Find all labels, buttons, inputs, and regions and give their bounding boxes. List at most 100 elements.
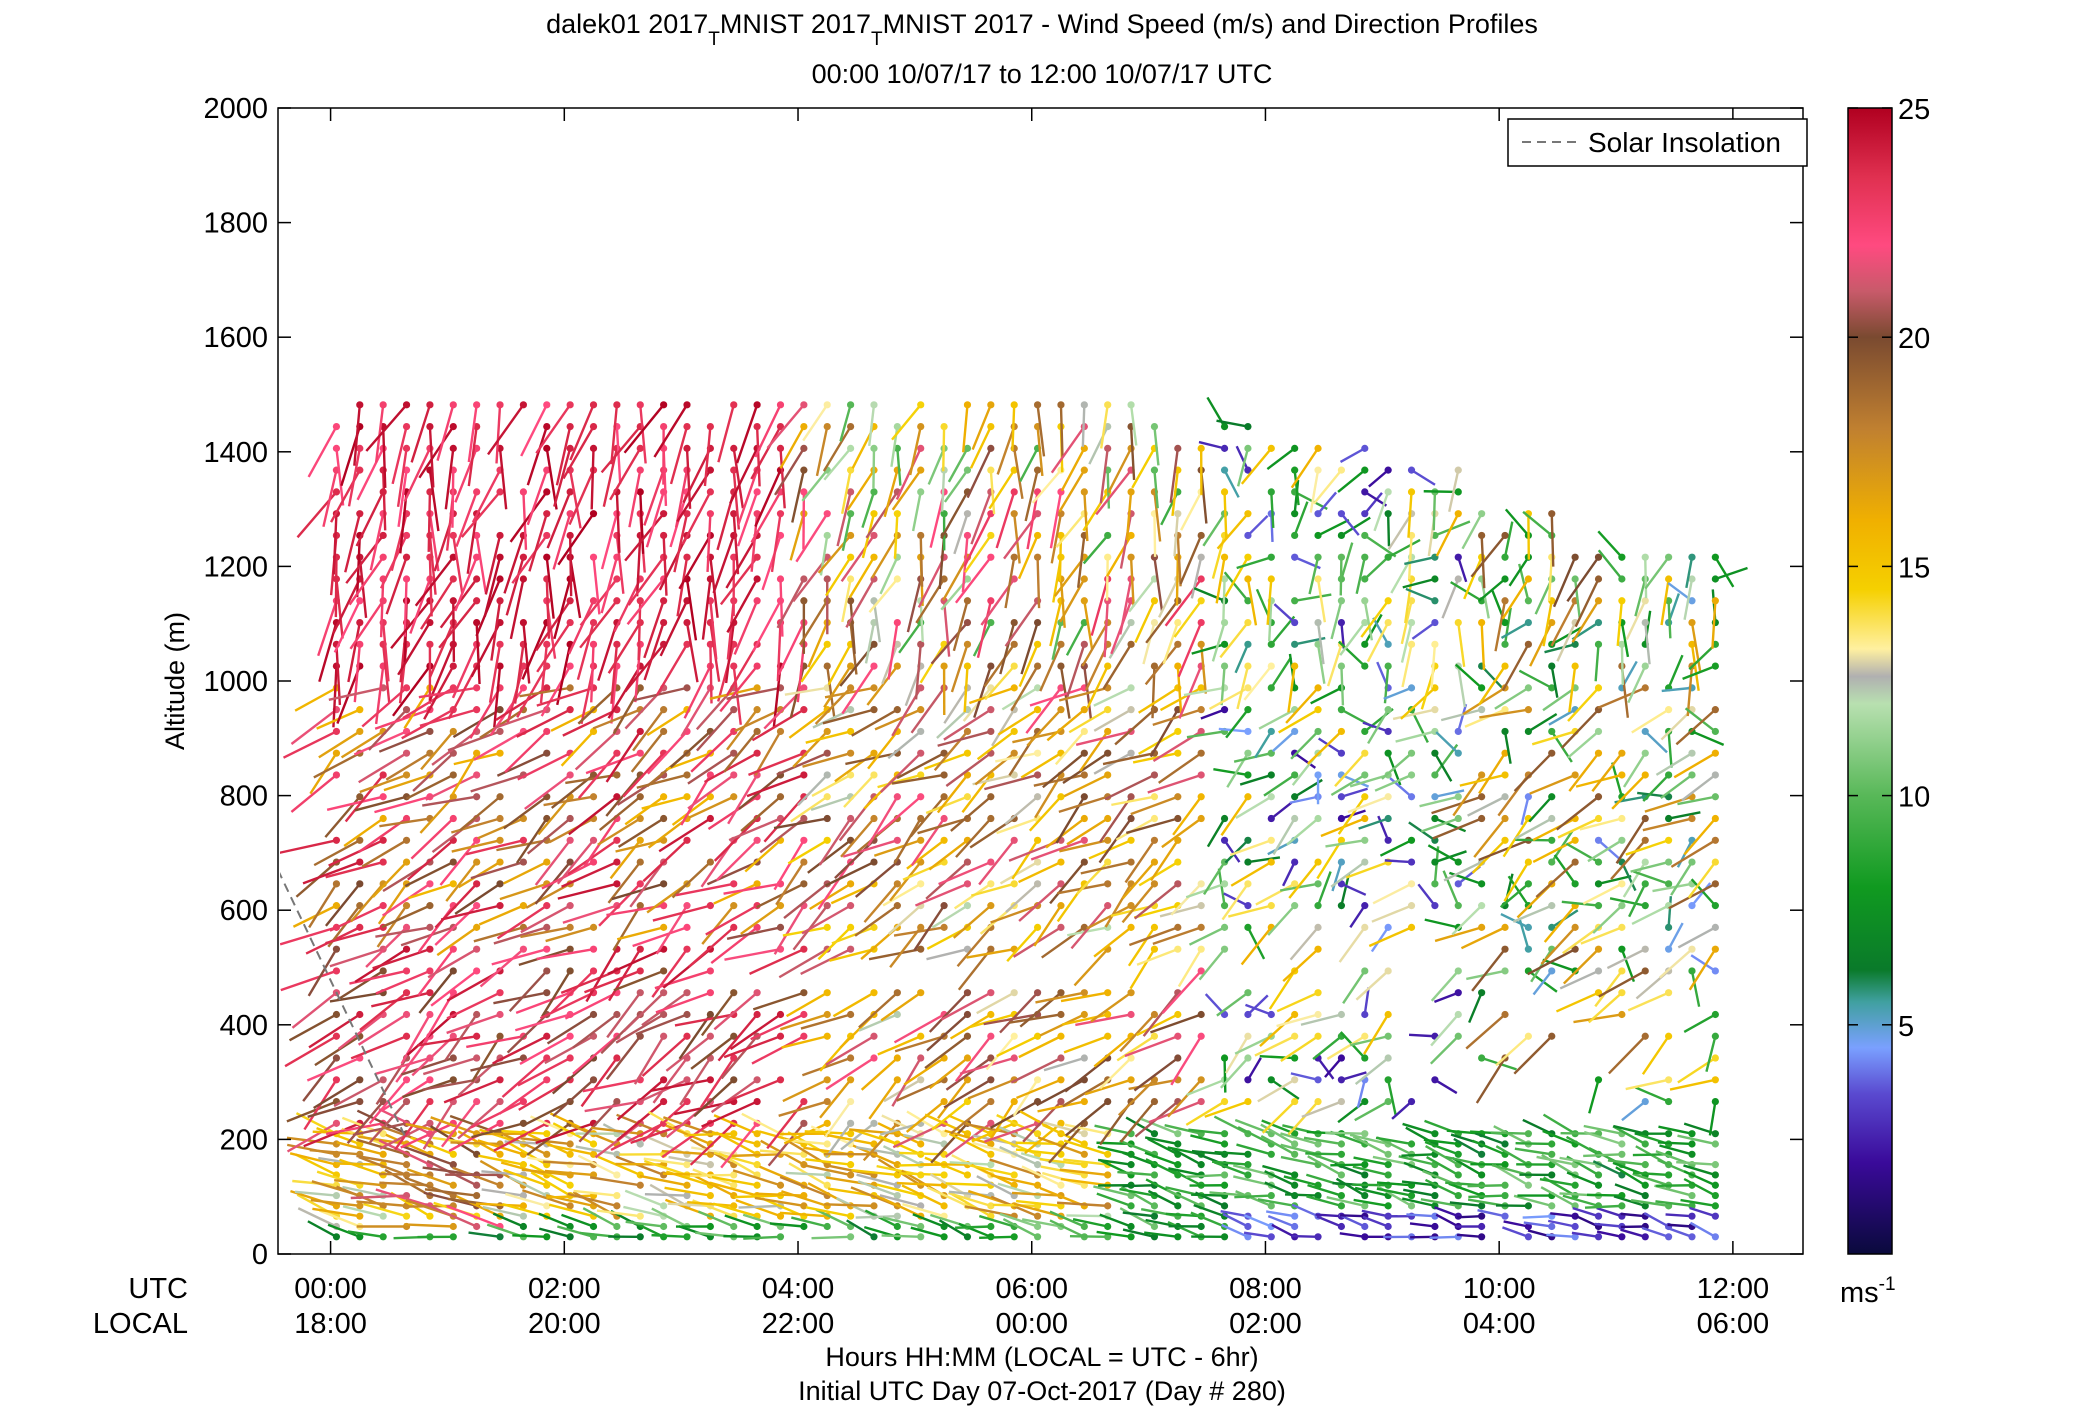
wind-barb-1321 [1086, 665, 1109, 709]
wind-barb-25 [290, 774, 338, 813]
wind-barb-1597 [1257, 1078, 1296, 1103]
wind-barb-1172 [996, 426, 1016, 475]
wind-barb-point-1543 [1244, 684, 1252, 692]
wind-barb-2153 [1683, 1170, 1716, 1187]
wind-barb-1679 [1318, 737, 1343, 755]
wind-barb-point-1596 [1291, 1097, 1299, 1106]
wind-barb-341 [473, 926, 524, 943]
wind-barb-point-400 [566, 1233, 574, 1241]
wind-barb-1422 [1142, 991, 1179, 1037]
wind-barb-point-326 [519, 1222, 528, 1231]
y-axis-label: Altitude (m) [160, 612, 190, 750]
wind-barb-point-2157 [1711, 1130, 1719, 1138]
wind-barb-590 [662, 535, 668, 596]
wind-barb-1175 [999, 1212, 1038, 1228]
wind-barb-913 [825, 1035, 875, 1066]
wind-barb-779 [752, 600, 782, 652]
wind-barb-538 [597, 817, 641, 846]
wind-barb-1458 [1170, 1035, 1203, 1086]
wind-barb-point-1162 [1010, 684, 1018, 692]
y-tick-label: 400 [220, 1010, 268, 1042]
legend-entry-solar-insolation: Solar Insolation [1588, 127, 1781, 158]
wind-barb-point-2071 [1641, 967, 1649, 975]
wind-barb-455 [551, 1057, 595, 1095]
wind-barb-2165 [1677, 926, 1716, 949]
wind-barb-point-1757 [1384, 597, 1392, 605]
wind-barb-979 [882, 1216, 921, 1228]
wind-barb-586 [643, 622, 665, 681]
wind-barb-point-1674 [1337, 858, 1346, 866]
wind-barb-91 [333, 1078, 384, 1108]
wind-barb-2018 [1557, 817, 1600, 839]
wind-barb-588 [626, 578, 665, 625]
wind-barb-1759 [1386, 513, 1391, 547]
wind-barb-point-1845 [1454, 727, 1462, 736]
wind-barb-point-819 [800, 466, 808, 474]
wind-barb-point-2103 [1665, 945, 1673, 953]
wind-barb-1461 [1177, 948, 1203, 988]
wind-barb-point-1507 [1220, 662, 1229, 670]
wind-barb-944 [857, 1180, 898, 1197]
wind-barb-point-1277 [1080, 727, 1088, 736]
wind-barb-1296 [1056, 1201, 1108, 1208]
wind-barb-1558 [1234, 1194, 1272, 1199]
wind-barb-582 [630, 730, 665, 773]
wind-barb-1352 [1080, 860, 1132, 875]
wind-barb-1770 [1391, 1100, 1413, 1120]
wind-barb-191 [392, 665, 431, 717]
wind-barb-point-536 [636, 858, 644, 866]
wind-barb-point-1714 [1361, 771, 1369, 779]
wind-barb-2120 [1667, 1223, 1693, 1228]
wind-barb-2061 [1620, 1212, 1646, 1218]
wind-barb-point-1014 [917, 488, 925, 496]
wind-barb-point-787 [776, 401, 785, 409]
wind-barb-point-1742 [1384, 1010, 1392, 1019]
wind-barb-919 [824, 860, 875, 887]
wind-barb-343 [470, 860, 524, 880]
wind-barb-1717 [1338, 640, 1366, 667]
wind-barb-point-1598 [1291, 1054, 1299, 1062]
wind-barb-1776 [1389, 777, 1413, 798]
x-tick-label-utc: 04:00 [762, 1273, 835, 1305]
wind-barb-258 [422, 1056, 478, 1076]
wind-barb-point-1754 [1384, 662, 1392, 670]
wind-barb-2090 [1643, 1212, 1670, 1228]
wind-barb-555 [600, 425, 642, 474]
wind-barb-197 [428, 535, 437, 595]
wind-barb-point-1176 [1033, 1212, 1042, 1220]
wind-barb-point-994 [917, 945, 925, 953]
wind-barb-point-239 [449, 553, 457, 561]
wind-barb-point-834 [823, 1097, 831, 1106]
wind-barb-1758 [1387, 538, 1421, 559]
wind-barb-1449 [1166, 1188, 1202, 1207]
wind-barb-1429 [1125, 817, 1179, 835]
wind-barb-1301 [1064, 1123, 1108, 1135]
wind-barb-point-2170 [1711, 814, 1719, 823]
wind-barb-point-428 [566, 706, 574, 714]
wind-barb-1849 [1457, 556, 1468, 583]
wind-barb-1025 [898, 1172, 945, 1177]
wind-barb-1448 [1165, 1212, 1202, 1218]
wind-barb-511 [579, 578, 618, 627]
wind-barb-point-899 [847, 466, 855, 474]
wind-barb-391 [545, 578, 551, 639]
wind-barb-1730 [1361, 1209, 1389, 1218]
wind-barb-79 [347, 1230, 384, 1238]
wind-barb-2128 [1657, 1141, 1693, 1146]
wind-barb-point-1347 [1127, 1010, 1135, 1019]
wind-barb-1979 [1542, 1129, 1576, 1146]
wind-barb-point-735 [753, 836, 761, 844]
wind-barb-point-1651 [1314, 575, 1322, 583]
wind-barb-2036 [1583, 1153, 1622, 1158]
wind-barb-2169 [1670, 839, 1716, 868]
wind-barb-2081 [1644, 730, 1668, 754]
wind-barb-784 [754, 469, 782, 527]
wind-barb-1751 [1362, 721, 1389, 733]
wind-barb-338 [470, 1056, 524, 1072]
wind-barb-point-612 [683, 989, 691, 997]
wind-barb-point-1541 [1244, 727, 1252, 736]
wind-barb-398 [526, 426, 548, 486]
wind-barb-597 [651, 1233, 688, 1239]
wind-barb-point-726 [753, 1097, 761, 1106]
wind-barb-point-1041 [940, 793, 948, 801]
